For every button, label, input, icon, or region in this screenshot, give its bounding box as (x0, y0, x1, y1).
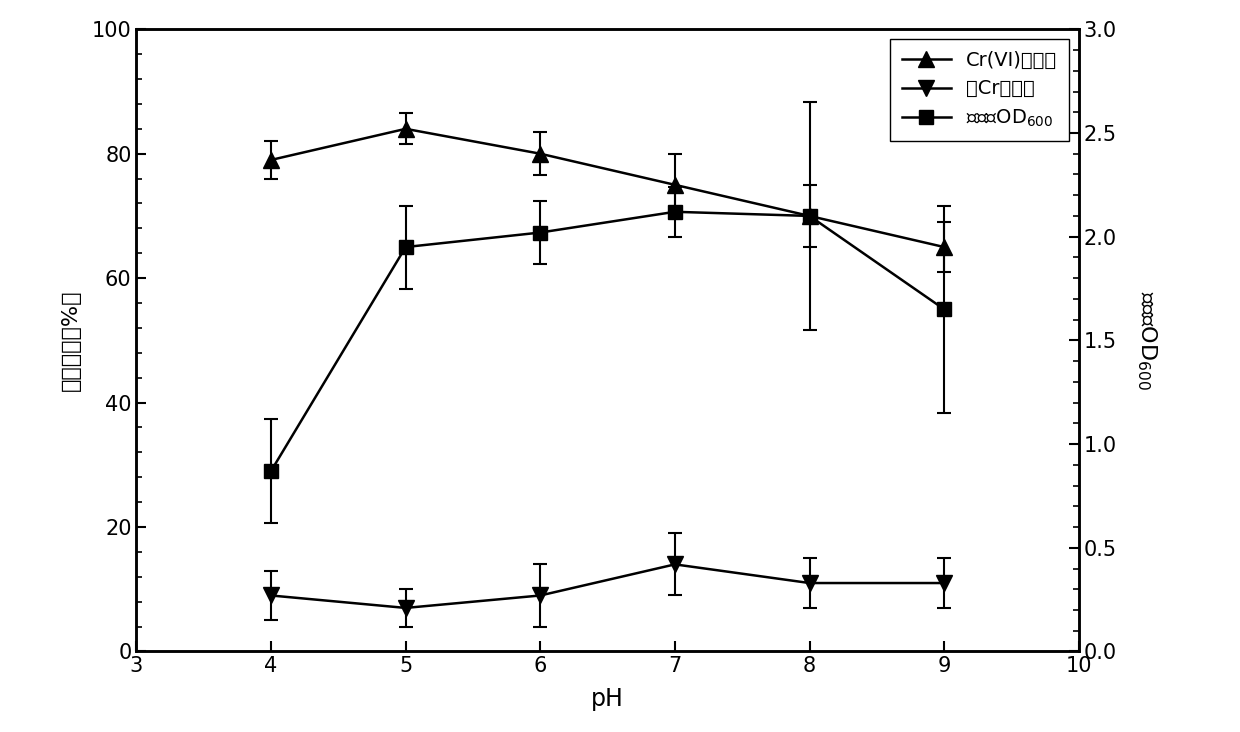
Y-axis label: 钓去除率（%）: 钓去除率（%） (61, 290, 81, 391)
Text: 光密度OD$_{600}$: 光密度OD$_{600}$ (1135, 291, 1159, 390)
Legend: Cr(VI)去除率, 总Cr去除率, 光密度OD$_{600}$: Cr(VI)去除率, 总Cr去除率, 光密度OD$_{600}$ (890, 39, 1069, 141)
X-axis label: pH: pH (591, 687, 624, 712)
